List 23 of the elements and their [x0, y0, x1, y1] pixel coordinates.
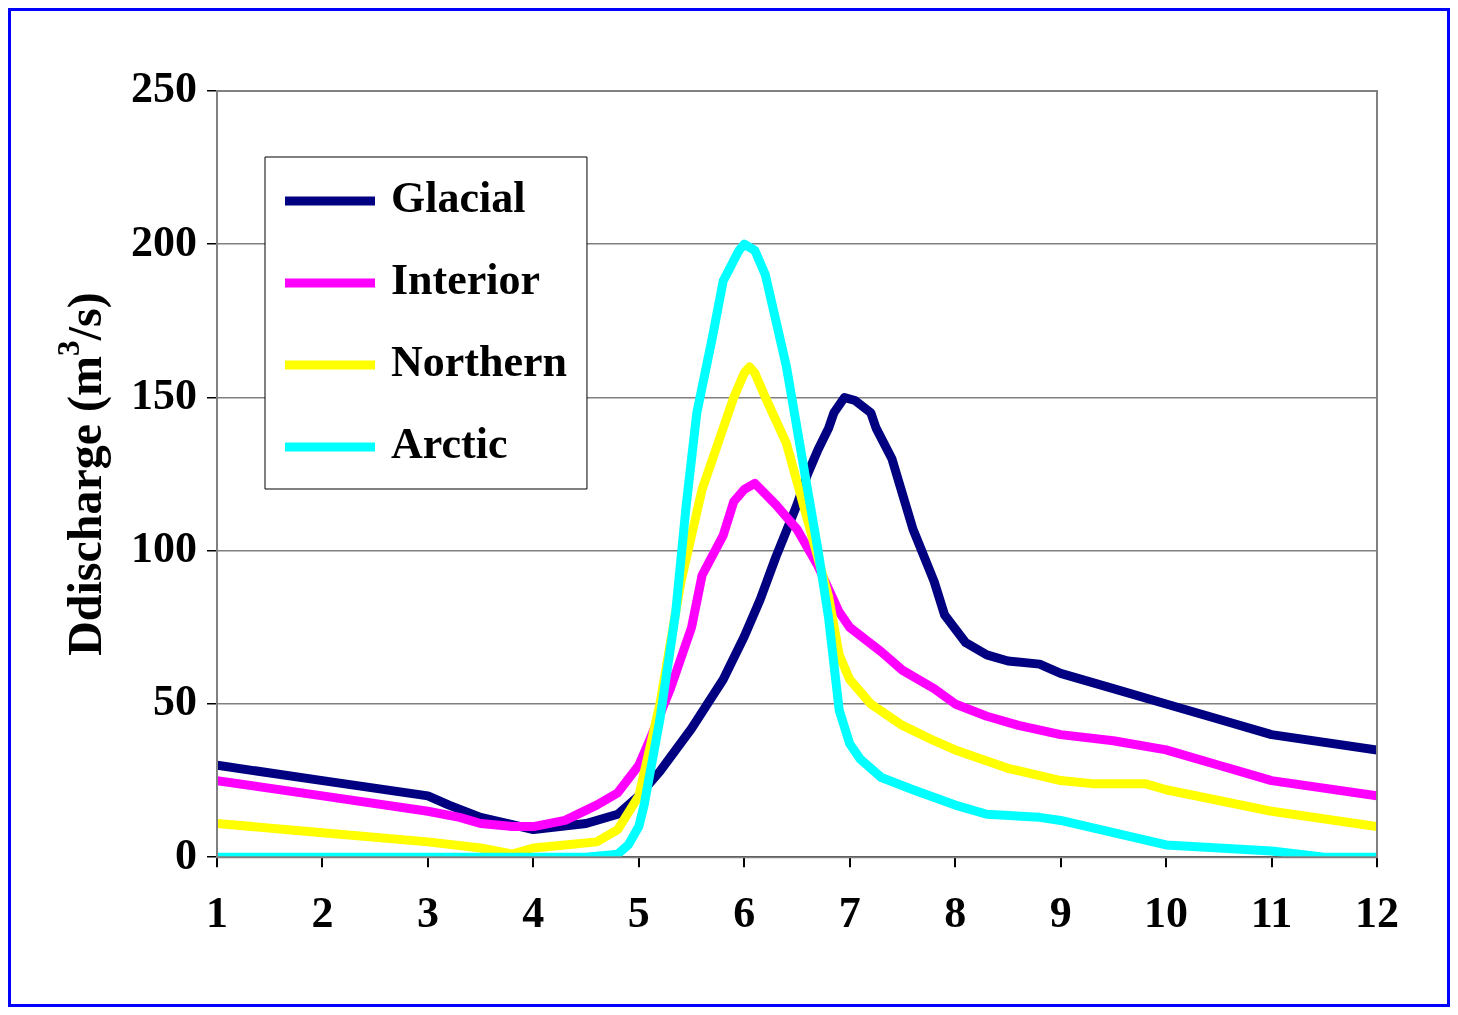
x-tick-label: 1: [206, 887, 228, 937]
y-tick-label: 100: [131, 523, 197, 573]
legend-label: Glacial: [391, 173, 526, 223]
legend-label: Interior: [391, 255, 541, 305]
y-tick-label: 0: [175, 829, 197, 879]
x-tick-label: 10: [1144, 887, 1189, 937]
x-tick-label: 2: [311, 887, 334, 937]
x-tick-label: 11: [1250, 887, 1293, 937]
x-tick-label: 9: [1049, 887, 1072, 937]
y-axis-title: Ddischarge (m3/s): [50, 292, 113, 656]
x-tick-label: 8: [944, 887, 967, 937]
x-tick-label: 6: [733, 887, 756, 937]
y-tick-label: 200: [131, 216, 197, 266]
x-tick-label: 3: [416, 887, 439, 937]
x-tick-label: 5: [627, 887, 650, 937]
y-tick-label: 150: [131, 369, 197, 419]
x-tick-label: 12: [1355, 887, 1399, 937]
y-tick-label: 50: [153, 676, 197, 726]
x-tick-label: 7: [838, 887, 861, 937]
legend-label: Northern: [391, 337, 567, 387]
x-tick-label: 4: [522, 887, 545, 937]
legend-label: Arctic: [391, 419, 508, 469]
y-tick-label: 250: [131, 63, 197, 113]
